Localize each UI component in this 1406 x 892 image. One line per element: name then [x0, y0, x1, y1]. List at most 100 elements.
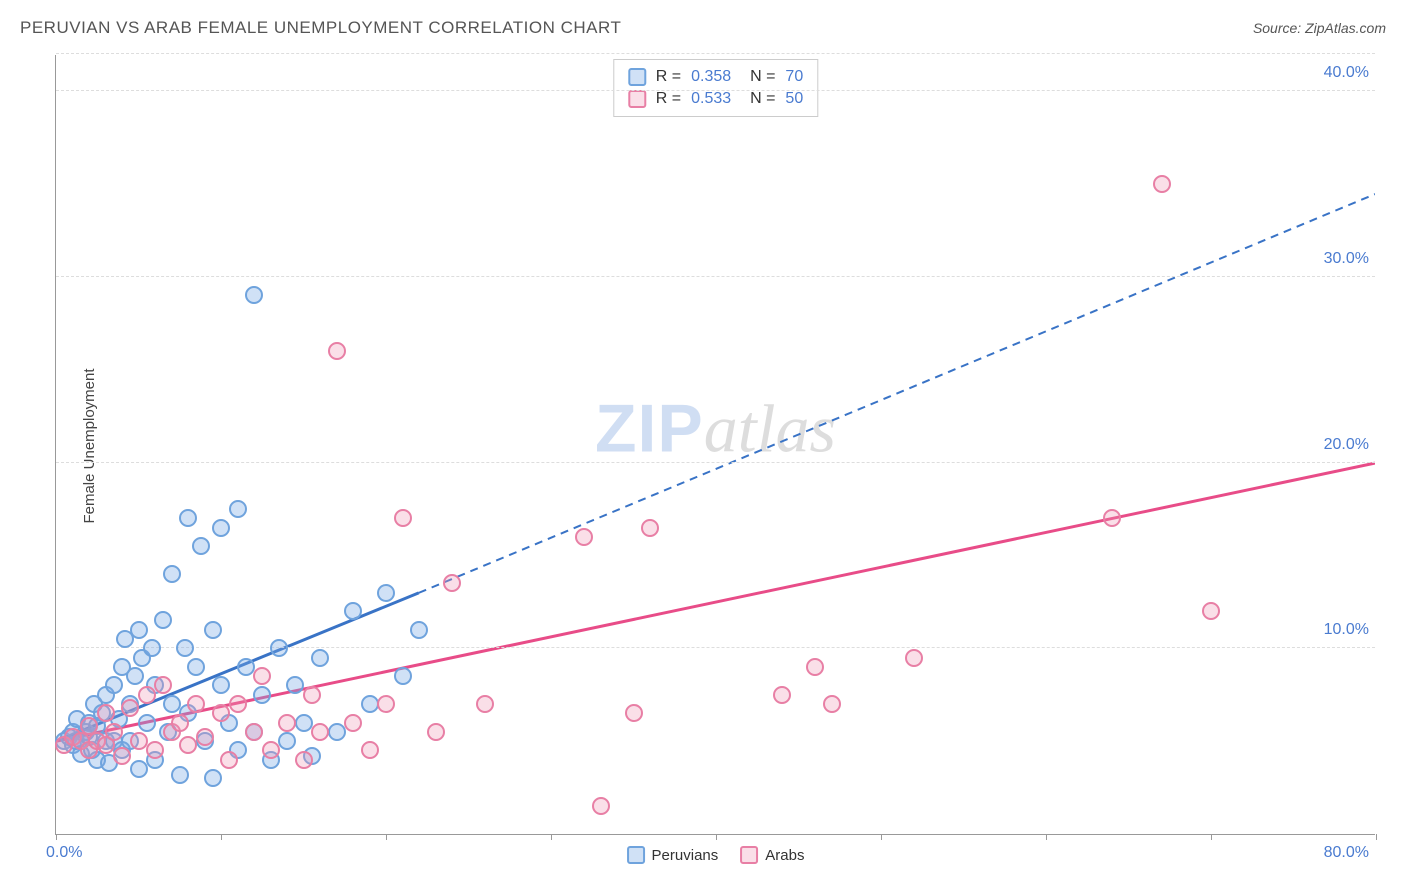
data-point — [823, 695, 841, 713]
legend-row: R = 0.533 N = 50 — [628, 88, 803, 110]
data-point — [204, 769, 222, 787]
legend-r-value: 0.358 — [691, 68, 731, 86]
chart-header: PERUVIAN VS ARAB FEMALE UNEMPLOYMENT COR… — [20, 18, 1386, 38]
data-point — [1202, 602, 1220, 620]
data-point — [212, 704, 230, 722]
data-point — [361, 695, 379, 713]
data-point — [130, 732, 148, 750]
y-tick-label: 20.0% — [1324, 436, 1369, 454]
data-point — [138, 714, 156, 732]
legend-n-label: N = — [741, 68, 775, 86]
data-point — [625, 704, 643, 722]
data-point — [187, 695, 205, 713]
watermark-atlas: atlas — [704, 390, 836, 466]
data-point — [196, 728, 214, 746]
data-point — [311, 649, 329, 667]
data-point — [806, 658, 824, 676]
legend-row: R = 0.358 N = 70 — [628, 66, 803, 88]
data-point — [97, 704, 115, 722]
x-tick — [716, 834, 717, 840]
x-tick — [1046, 834, 1047, 840]
data-point — [1103, 509, 1121, 527]
data-point — [179, 736, 197, 754]
legend-swatch — [627, 846, 645, 864]
data-point — [176, 639, 194, 657]
series-legend-label: Peruvians — [652, 847, 719, 864]
data-point — [443, 574, 461, 592]
data-point — [229, 695, 247, 713]
data-point — [154, 676, 172, 694]
legend-swatch — [628, 90, 646, 108]
data-point — [105, 723, 123, 741]
data-point — [270, 639, 288, 657]
x-tick — [551, 834, 552, 840]
data-point — [262, 741, 280, 759]
data-point — [163, 695, 181, 713]
x-tick — [1211, 834, 1212, 840]
data-point — [220, 751, 238, 769]
data-point — [328, 723, 346, 741]
data-point — [113, 747, 131, 765]
correlation-legend: R = 0.358 N = 70R = 0.533 N = 50 — [613, 59, 818, 117]
data-point — [394, 509, 412, 527]
trend-lines — [56, 55, 1375, 834]
data-point — [328, 342, 346, 360]
data-point — [192, 537, 210, 555]
data-point — [278, 732, 296, 750]
gridline — [56, 90, 1375, 91]
data-point — [361, 741, 379, 759]
x-tick — [221, 834, 222, 840]
data-point — [394, 667, 412, 685]
data-point — [905, 649, 923, 667]
data-point — [253, 686, 271, 704]
data-point — [344, 602, 362, 620]
series-legend-label: Arabs — [765, 847, 804, 864]
gridline — [56, 462, 1375, 463]
data-point — [130, 621, 148, 639]
x-tick — [386, 834, 387, 840]
legend-r-label: R = — [656, 90, 681, 108]
data-point — [295, 714, 313, 732]
gridline — [56, 647, 1375, 648]
data-point — [212, 519, 230, 537]
data-point — [126, 667, 144, 685]
data-point — [245, 723, 263, 741]
watermark: ZIPatlas — [595, 389, 836, 468]
series-legend: Peruvians Arabs — [627, 846, 805, 864]
legend-swatch — [740, 846, 758, 864]
data-point — [138, 686, 156, 704]
series-legend-item: Peruvians — [627, 846, 719, 864]
x-tick — [56, 834, 57, 840]
data-point — [171, 766, 189, 784]
watermark-zip: ZIP — [595, 390, 704, 466]
data-point — [105, 676, 123, 694]
series-legend-item: Arabs — [740, 846, 804, 864]
data-point — [286, 676, 304, 694]
data-point — [146, 741, 164, 759]
legend-swatch — [628, 68, 646, 86]
data-point — [212, 676, 230, 694]
y-tick-label: 30.0% — [1324, 250, 1369, 268]
y-tick-label: 10.0% — [1324, 621, 1369, 639]
data-point — [154, 611, 172, 629]
data-point — [592, 797, 610, 815]
data-point — [187, 658, 205, 676]
data-point — [295, 751, 313, 769]
data-point — [427, 723, 445, 741]
legend-n-label: N = — [741, 90, 775, 108]
gridline — [56, 53, 1375, 54]
data-point — [377, 695, 395, 713]
source-name: ZipAtlas.com — [1305, 20, 1386, 36]
data-point — [143, 639, 161, 657]
data-point — [204, 621, 222, 639]
data-point — [245, 286, 263, 304]
data-point — [253, 667, 271, 685]
data-point — [641, 519, 659, 537]
x-axis-max: 80.0% — [1324, 844, 1369, 862]
data-point — [163, 565, 181, 583]
data-point — [303, 686, 321, 704]
scatter-plot: ZIPatlas R = 0.358 N = 70R = 0.533 N = 5… — [55, 55, 1375, 835]
legend-n-value: 70 — [785, 68, 803, 86]
gridline — [56, 276, 1375, 277]
data-point — [179, 509, 197, 527]
